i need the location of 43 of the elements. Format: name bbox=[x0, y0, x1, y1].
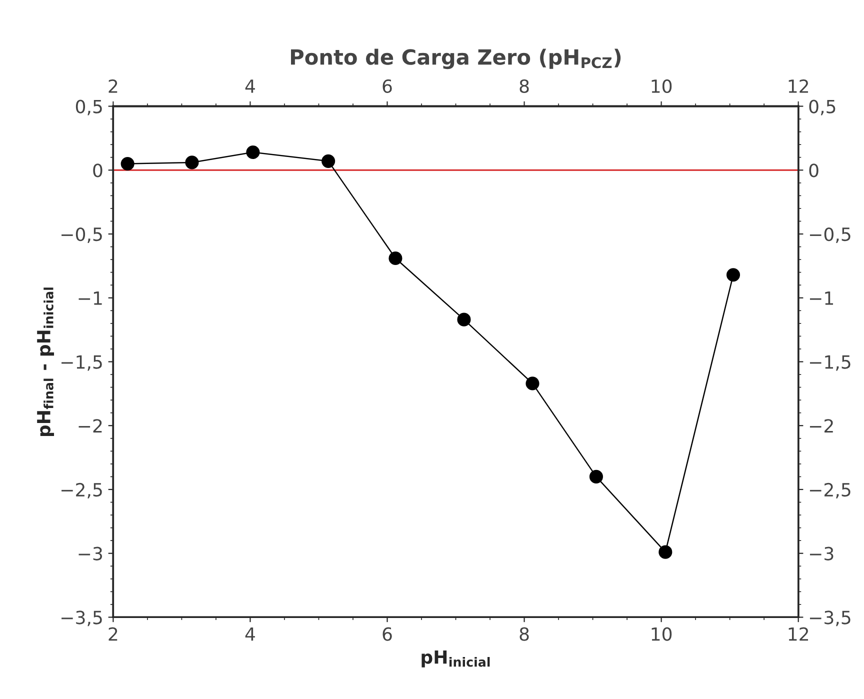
point bbox=[457, 312, 471, 326]
y-tick-label: 0 bbox=[93, 164, 102, 178]
point bbox=[726, 268, 740, 282]
x2-tick-label: 2 bbox=[108, 79, 118, 93]
y2-tick-label: 0 bbox=[809, 164, 818, 178]
y-tick-label: −2 bbox=[78, 419, 102, 432]
x2-tick-label: 10 bbox=[652, 79, 672, 94]
x2-tick-label: 12 bbox=[788, 79, 808, 93]
y2-tick-label: 0,5 bbox=[809, 100, 836, 116]
x-tick-label: 2 bbox=[108, 627, 118, 641]
y-tick-label: −3 bbox=[78, 546, 102, 560]
y2-tick-label: −2 bbox=[810, 419, 833, 432]
point bbox=[388, 251, 402, 266]
x2-tick-label: 8 bbox=[520, 79, 529, 94]
x-tick-label: 4 bbox=[245, 627, 255, 641]
x-axis-title: pH$_{inicial}$ bbox=[422, 650, 490, 668]
y-tick-label: −1,5 bbox=[62, 355, 102, 371]
chart-title: Ponto de Carga Zero (pH$_{PCZ}$) bbox=[291, 48, 621, 70]
y2-tick-label: −1 bbox=[810, 292, 834, 305]
point bbox=[120, 156, 134, 170]
y-tick-label: −0,5 bbox=[62, 227, 102, 243]
y2-tick-label: −1,5 bbox=[810, 355, 850, 371]
x2-tick-label: 4 bbox=[245, 80, 255, 93]
y-tick-label: −2,5 bbox=[62, 482, 102, 498]
x-tick-label: 12 bbox=[788, 627, 808, 641]
y-tick-label: −1 bbox=[78, 292, 102, 305]
point bbox=[185, 156, 199, 170]
x-tick-label: 6 bbox=[382, 627, 392, 641]
y-tick-label: −3,5 bbox=[62, 610, 102, 626]
x2-tick-label: 6 bbox=[382, 79, 392, 94]
point bbox=[526, 376, 540, 390]
point bbox=[322, 154, 336, 168]
y2-tick-label: −2,5 bbox=[810, 482, 850, 498]
y2-tick-label: −0,5 bbox=[810, 227, 850, 243]
y2-tick-label: −3 bbox=[810, 546, 834, 560]
y2-tick-label: −3,5 bbox=[810, 610, 850, 626]
point bbox=[589, 470, 603, 484]
x-tick-label: 8 bbox=[520, 627, 529, 641]
y-tick-label: 0,5 bbox=[76, 100, 102, 116]
point bbox=[658, 545, 672, 559]
x-tick-label: 10 bbox=[652, 627, 672, 641]
y-axis-title: pH$_{final}$ - pH$_{inicial}$ bbox=[37, 288, 54, 436]
point bbox=[246, 145, 260, 160]
